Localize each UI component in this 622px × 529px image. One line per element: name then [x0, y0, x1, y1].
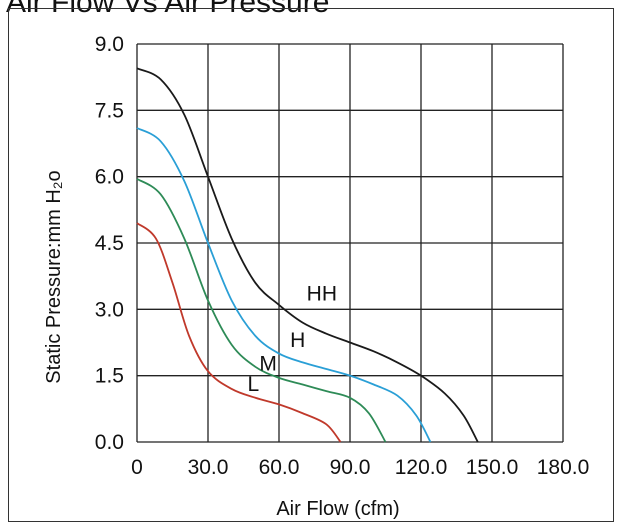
- x-axis-title: Air Flow (cfm): [276, 498, 399, 520]
- series-line-l: [136, 222, 342, 443]
- y-tick-label: 4.5: [95, 232, 124, 255]
- y-tick-label: 1.5: [95, 365, 124, 388]
- y-tick-label: 0.0: [95, 431, 124, 454]
- series-label-m: M: [259, 352, 277, 375]
- y-tick-label: 9.0: [95, 33, 124, 56]
- y-tick-label: 3.0: [95, 298, 124, 321]
- series-label-hh: HH: [307, 282, 337, 305]
- y-tick-label: 7.5: [95, 99, 124, 122]
- y-axis-title: Static Pressure:mm H₂o: [43, 170, 65, 383]
- y-tick-label: 6.0: [95, 166, 124, 189]
- chart-grid: [136, 43, 564, 443]
- x-tick-label: 90.0: [330, 456, 371, 479]
- x-tick-label: 60.0: [259, 456, 300, 479]
- x-tick-label: 0: [131, 456, 143, 479]
- x-tick-label: 120.0: [395, 456, 448, 479]
- x-tick-label: 150.0: [466, 456, 519, 479]
- chart-labels: 0 30.0 60.0 90.0 120.0 150.0 180.0 0.0 1.5 3.0 4.5…: [95, 33, 589, 479]
- x-tick-label: 30.0: [188, 456, 229, 479]
- series-label-h: H: [290, 329, 305, 352]
- series-line-h: [136, 127, 432, 443]
- series-line-hh: [136, 67, 479, 443]
- chart-frame: [8, 8, 614, 522]
- series-label-l: L: [248, 373, 260, 396]
- chart-title: Air Flow Vs Air Pressure: [6, 0, 330, 19]
- x-tick-label: 180.0: [537, 456, 590, 479]
- series-line-m: [136, 178, 387, 443]
- chart-series: [136, 67, 479, 443]
